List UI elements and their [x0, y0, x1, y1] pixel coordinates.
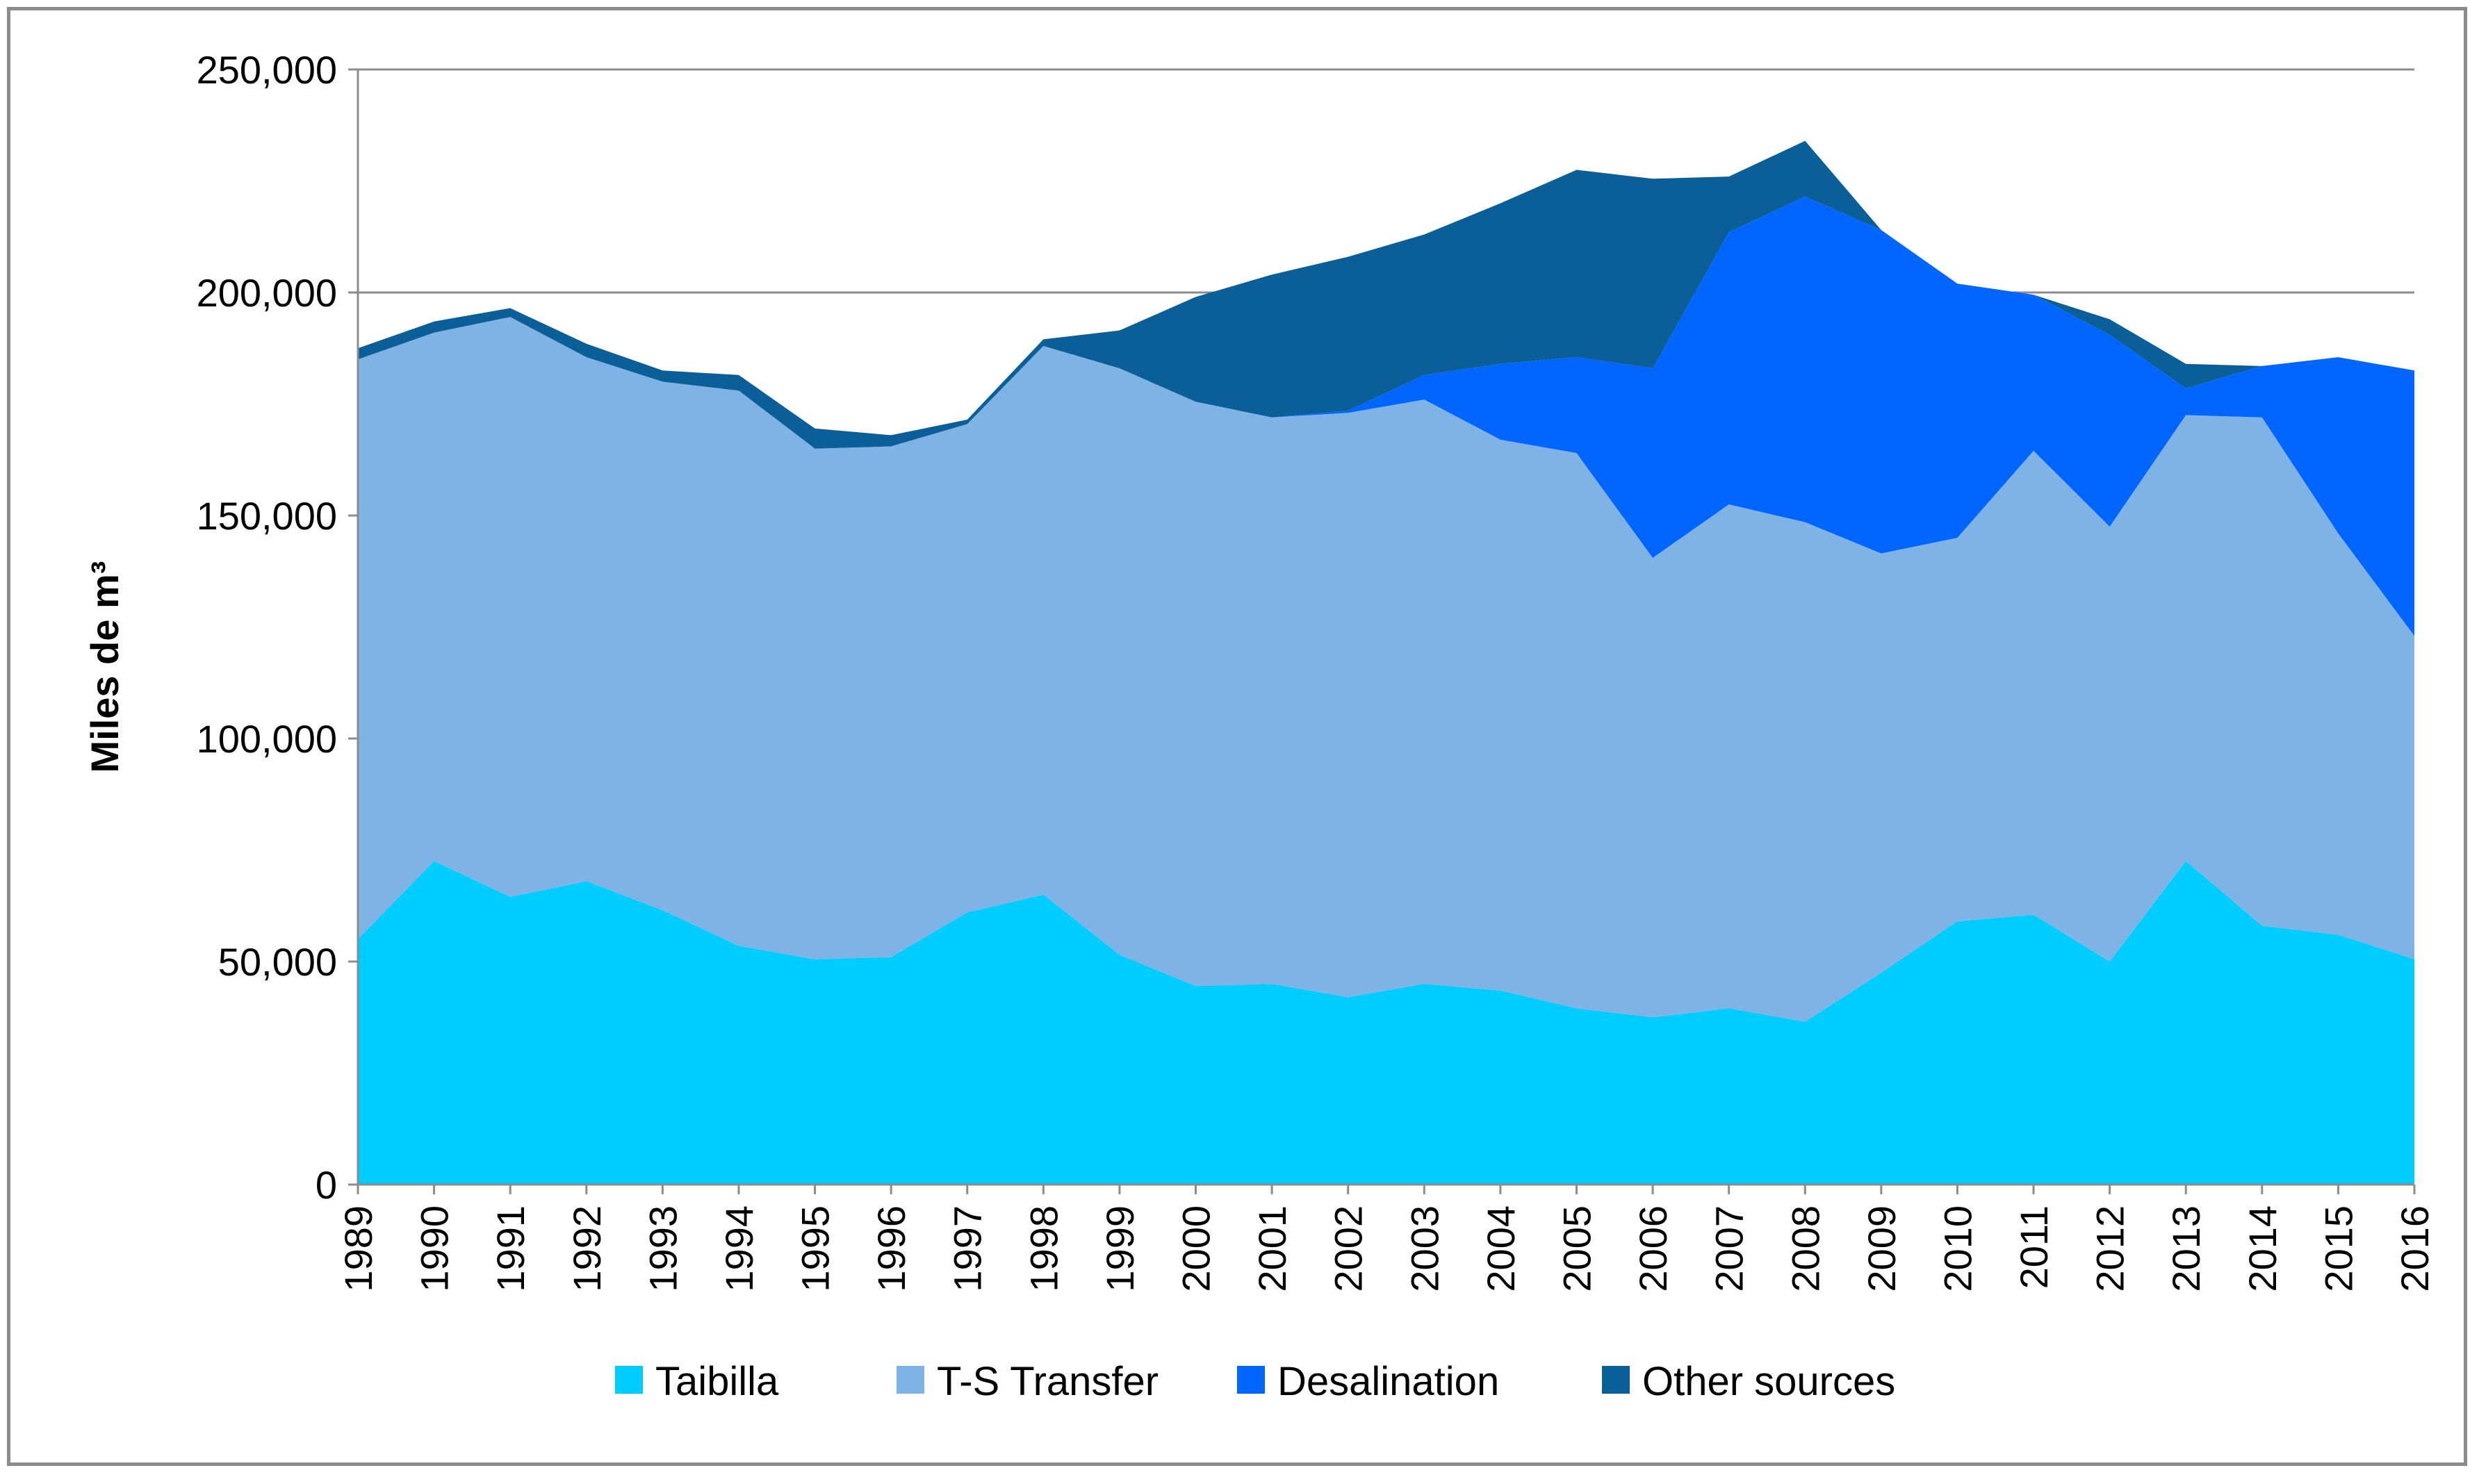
- x-tick-label: 2014: [2241, 1205, 2284, 1292]
- y-tick-label: 250,000: [197, 48, 337, 92]
- area-series-t-s-transfer: [358, 317, 2414, 1022]
- y-tick-label: 100,000: [197, 717, 337, 761]
- x-tick-label: 1995: [794, 1205, 837, 1292]
- x-tick-label: 2003: [1402, 1205, 1446, 1292]
- x-tick-label: 2008: [1783, 1205, 1827, 1292]
- x-tick-label: 2006: [1631, 1205, 1675, 1292]
- x-tick-label: 1994: [717, 1205, 761, 1292]
- area-series-other-sources: [358, 140, 2414, 449]
- x-tick-label: 2011: [2012, 1205, 2056, 1289]
- legend-swatch-desalination: [1237, 1366, 1265, 1394]
- legend-swatch-other-sources: [1602, 1366, 1630, 1394]
- x-tick-label: 2016: [2393, 1205, 2437, 1292]
- x-tick-label: 1990: [413, 1205, 457, 1292]
- y-tick-label: 200,000: [197, 271, 337, 315]
- legend-label-other-sources: Other sources: [1642, 1359, 1895, 1404]
- y-axis-label: Miles de m³: [83, 561, 126, 773]
- x-tick-label: 2015: [2316, 1205, 2360, 1292]
- x-tick-label: 1996: [869, 1205, 913, 1292]
- x-tick-labels: 1989 1990 1991 1992 1993 1994 1995 1996 1997 1998…: [336, 1205, 2437, 1292]
- x-tick-label: 2013: [2164, 1205, 2208, 1292]
- x-tick-label: 2001: [1250, 1205, 1294, 1292]
- legend-label-t-s-transfer: T-S Transfer: [937, 1359, 1159, 1404]
- x-tick-label: 1998: [1022, 1205, 1065, 1292]
- y-tick-labels: 0 50,000 100,000 150,000 200,000 250,000: [197, 48, 337, 1207]
- area-series-desalination: [358, 197, 2414, 636]
- y-tick-label: 50,000: [218, 940, 337, 984]
- axes: [348, 68, 2416, 1194]
- area-series-taibilla: [358, 861, 2414, 1185]
- y-tick-label: 150,000: [197, 494, 337, 538]
- x-tick-label: 2000: [1175, 1205, 1218, 1292]
- legend-label-desalination: Desalination: [1277, 1359, 1499, 1404]
- x-tick-label: 1989: [336, 1205, 380, 1292]
- y-tick-label: 0: [316, 1163, 337, 1207]
- legend-swatch-taibilla: [615, 1366, 643, 1394]
- stacked-areas: [358, 140, 2414, 1185]
- legend: Taibilla T-S Transfer Desalination Other so…: [615, 1359, 1895, 1404]
- x-tick-label: 2007: [1708, 1205, 1751, 1292]
- x-tick-label: 1999: [1098, 1205, 1142, 1292]
- x-tick-label: 1991: [489, 1205, 532, 1292]
- x-tick-label: 2002: [1327, 1205, 1371, 1292]
- x-tick-label: 2010: [1936, 1205, 1979, 1292]
- legend-label-taibilla: Taibilla: [655, 1359, 779, 1404]
- x-tick-label: 1997: [946, 1205, 990, 1292]
- x-tick-label: 2004: [1479, 1205, 1523, 1292]
- x-tick-label: 2005: [1555, 1205, 1598, 1292]
- x-tick-label: 2012: [2088, 1205, 2132, 1292]
- x-tick-label: 2009: [1860, 1205, 1904, 1292]
- x-tick-label: 1992: [565, 1205, 609, 1292]
- legend-swatch-t-s-transfer: [897, 1366, 924, 1394]
- x-tick-label: 1993: [641, 1205, 685, 1292]
